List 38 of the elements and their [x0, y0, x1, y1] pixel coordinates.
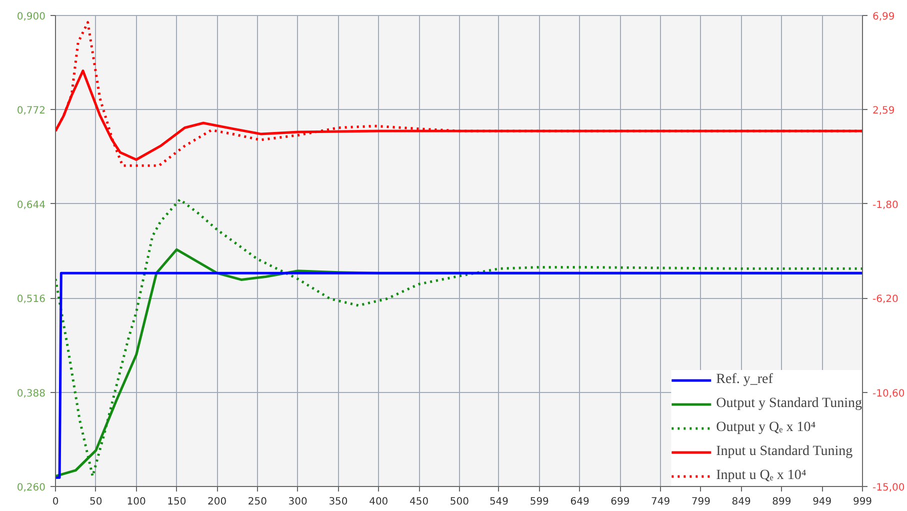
x-tick-label: 699 [610, 496, 630, 508]
y2-tick-label: -6,20 [872, 294, 898, 306]
legend-label: Ref. y_ref [716, 372, 773, 388]
x-tick-label: 0 [52, 496, 59, 508]
legend-label: Input u Standard Tuning [716, 444, 853, 460]
x-tick-label: 400 [369, 496, 388, 508]
legend-label: Input u Qₑ x 10⁴ [716, 468, 806, 484]
y-tick-label: 0,516 [16, 294, 46, 306]
x-tick-label: 749 [651, 496, 670, 508]
y2-tick-label: 6,99 [872, 12, 895, 22]
x-tick-label: 300 [288, 496, 308, 508]
x-tick-label: 899 [772, 496, 792, 508]
x-tick-label: 450 [409, 496, 429, 508]
legend-label: Output y Qₑ x 10⁴ [716, 420, 816, 436]
y-tick-label: 0,260 [16, 482, 46, 494]
x-tick-label: 649 [570, 496, 590, 508]
legend-label: Output y Standard Tuning [716, 396, 862, 412]
x-tick-label: 849 [732, 496, 751, 508]
y2-tick-label: -10,60 [872, 388, 905, 400]
y-tick-label: 0,644 [16, 200, 46, 211]
x-tick-label: 999 [852, 496, 872, 508]
x-tick-label: 799 [691, 496, 710, 508]
x-tick-label: 599 [530, 496, 549, 508]
x-tick-label: 500 [450, 496, 469, 508]
x-tick-label: 200 [208, 496, 227, 508]
x-tick-label: 150 [167, 496, 186, 508]
x-tick-label: 350 [328, 496, 348, 508]
y2-tick-label: -1,80 [872, 200, 898, 211]
x-tick-label: 250 [248, 496, 267, 508]
x-tick-label: 949 [812, 496, 832, 508]
y2-tick-label: -15,00 [872, 482, 905, 494]
y2-tick-label: 2,59 [872, 106, 895, 117]
x-tick-label: 549 [489, 496, 509, 508]
y-tick-label: 0,388 [16, 388, 46, 400]
x-tick-label: 100 [126, 496, 146, 508]
y-tick-label: 0,772 [16, 106, 46, 117]
x-tick-label: 50 [90, 496, 102, 508]
y-tick-label: 0,900 [16, 12, 46, 22]
